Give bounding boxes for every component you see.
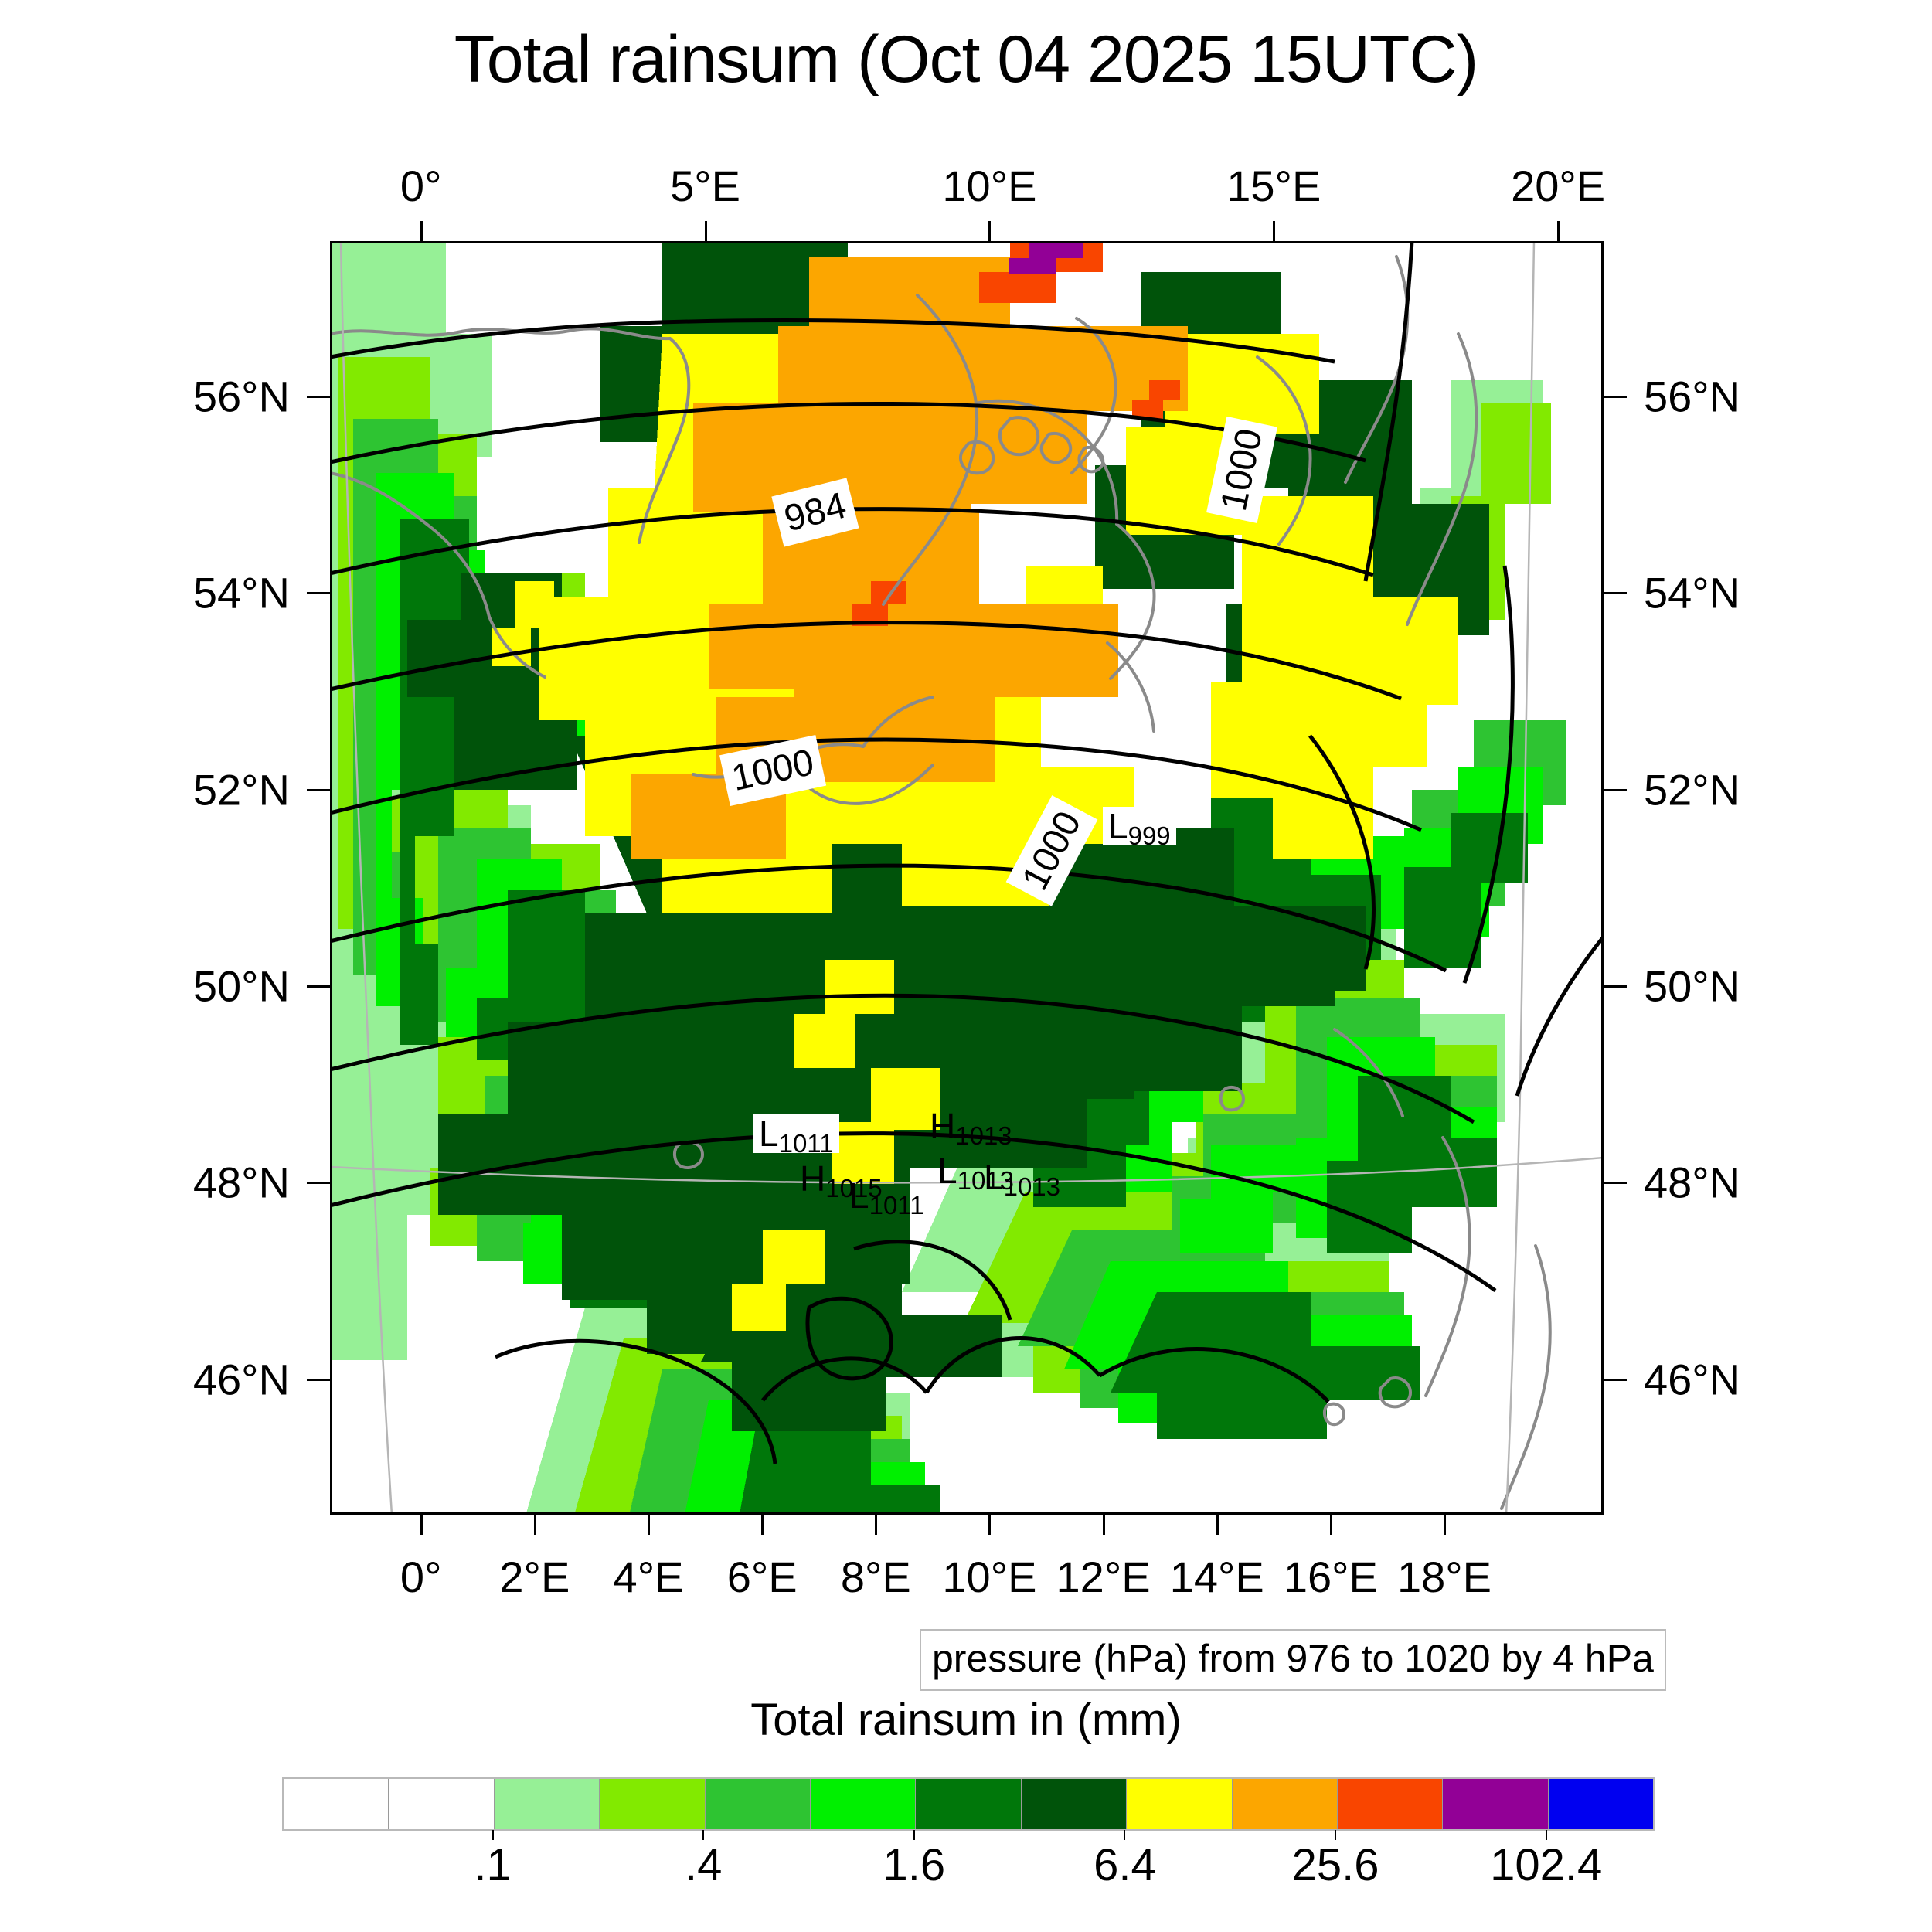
tick-right-0 xyxy=(1604,395,1627,398)
tick-left-2 xyxy=(307,788,330,791)
colorbar-cell-9[interactable] xyxy=(1231,1779,1337,1829)
axis-label-top-4: 20°E xyxy=(1511,162,1606,210)
axis-label-bottom-2: 4°E xyxy=(613,1553,684,1601)
colorbar-label-3: 6.4 xyxy=(1094,1840,1156,1890)
colorbar-cell-4[interactable] xyxy=(704,1779,810,1829)
colorbar-title: Total rainsum in (mm) xyxy=(750,1695,1182,1745)
colorbar-tick-5 xyxy=(1545,1830,1547,1840)
tick-top-2 xyxy=(988,221,992,241)
tick-right-4 xyxy=(1604,1182,1627,1185)
colorbar-cell-2[interactable] xyxy=(493,1779,600,1829)
tick-right-2 xyxy=(1604,788,1627,791)
axis-label-left-3: 50°N xyxy=(192,961,290,1011)
pressure-center-L1011-west: L1011 xyxy=(753,1114,839,1156)
tick-left-0 xyxy=(307,395,330,398)
colorbar-label-5: 102.4 xyxy=(1490,1840,1603,1890)
colorbar-tick-4 xyxy=(1335,1830,1337,1840)
tick-left-4 xyxy=(307,1182,330,1185)
page-title: Total rainsum (Oct 04 2025 15UTC) xyxy=(454,22,1478,97)
tick-left-1 xyxy=(307,592,330,595)
coastline-layer xyxy=(330,255,1552,1510)
pressure-center-L1013-a: L1013 xyxy=(937,1151,1015,1195)
map-frame xyxy=(330,241,1604,1515)
tick-right-5 xyxy=(1604,1378,1627,1381)
axis-label-right-5: 46°N xyxy=(1644,1355,1741,1404)
colorbar-tick-0 xyxy=(492,1830,494,1840)
axis-label-right-1: 54°N xyxy=(1644,568,1741,617)
colorbar-ticks: .1 .4 1.6 6.4 25.6 102.4 xyxy=(282,1830,1655,1900)
colorbar-cell-1[interactable] xyxy=(388,1779,494,1829)
tick-top-0 xyxy=(420,221,423,241)
axis-label-bottom-8: 16°E xyxy=(1283,1553,1378,1601)
colorbar-tick-2 xyxy=(913,1830,915,1840)
colorbar[interactable] xyxy=(282,1777,1655,1831)
pressure-center-H1015: H1015 xyxy=(800,1158,883,1202)
colorbar-cell-10[interactable] xyxy=(1336,1779,1443,1829)
tick-right-3 xyxy=(1604,985,1627,988)
axis-label-top-1: 5°E xyxy=(670,162,741,210)
tick-top-1 xyxy=(704,221,707,241)
tick-bottom-5 xyxy=(988,1515,992,1535)
pressure-center-L999: L999 xyxy=(1103,807,1176,849)
axis-label-bottom-9: 18°E xyxy=(1396,1553,1492,1601)
colorbar-cell-3[interactable] xyxy=(599,1779,705,1829)
tick-bottom-1 xyxy=(533,1515,536,1535)
tick-bottom-2 xyxy=(648,1515,650,1535)
colorbar-label-1: .4 xyxy=(685,1840,723,1890)
colorbar-label-0: .1 xyxy=(474,1840,512,1890)
graticule-layer xyxy=(330,241,1604,1515)
axis-label-bottom-5: 10°E xyxy=(942,1553,1037,1601)
tick-bottom-4 xyxy=(875,1515,878,1535)
pressure-center-H1013: H1013 xyxy=(930,1106,1012,1150)
map-panel: 984 1000 1000 1000 L999 L1011 H1013 H101… xyxy=(330,241,1604,1515)
colorbar-cell-0[interactable] xyxy=(284,1779,389,1829)
axis-label-right-2: 52°N xyxy=(1644,765,1741,815)
tick-left-3 xyxy=(307,985,330,988)
colorbar-cell-8[interactable] xyxy=(1126,1779,1232,1829)
tick-right-1 xyxy=(1604,592,1627,595)
axis-label-left-1: 54°N xyxy=(192,568,290,617)
tick-bottom-6 xyxy=(1102,1515,1105,1535)
colorbar-label-2: 1.6 xyxy=(883,1840,946,1890)
tick-top-4 xyxy=(1557,221,1560,241)
axis-label-bottom-3: 6°E xyxy=(726,1553,798,1601)
axis-label-right-4: 48°N xyxy=(1644,1158,1741,1207)
tick-bottom-9 xyxy=(1444,1515,1446,1535)
colorbar-cell-5[interactable] xyxy=(809,1779,916,1829)
colorbar-cell-6[interactable] xyxy=(915,1779,1021,1829)
axis-label-top-2: 10°E xyxy=(942,162,1037,210)
axis-label-left-0: 56°N xyxy=(192,372,290,421)
colorbar-label-4: 25.6 xyxy=(1291,1840,1379,1890)
axis-label-bottom-4: 8°E xyxy=(840,1553,911,1601)
axis-label-left-4: 48°N xyxy=(192,1158,290,1207)
pressure-center-L1013-b: L1013 xyxy=(984,1157,1061,1201)
weather-map xyxy=(330,241,1604,1515)
pressure-note: pressure (hPa) from 976 to 1020 by 4 hPa xyxy=(920,1629,1666,1691)
colorbar-cell-12[interactable] xyxy=(1547,1779,1654,1829)
axis-label-bottom-0: 0° xyxy=(400,1553,442,1601)
axis-label-bottom-7: 14°E xyxy=(1169,1553,1264,1601)
axis-label-bottom-6: 12°E xyxy=(1056,1553,1151,1601)
axis-label-right-3: 50°N xyxy=(1644,961,1741,1011)
axis-label-right-0: 56°N xyxy=(1644,372,1741,421)
axis-label-top-0: 0° xyxy=(400,162,442,210)
colorbar-tick-1 xyxy=(702,1830,705,1840)
isobar-layer xyxy=(330,241,1604,1464)
pressure-center-L1011-south: L1011 xyxy=(849,1175,924,1219)
tick-top-3 xyxy=(1273,221,1276,241)
colorbar-cell-7[interactable] xyxy=(1020,1779,1127,1829)
precip-field xyxy=(330,241,1566,1515)
axis-label-left-5: 46°N xyxy=(192,1355,290,1404)
tick-bottom-8 xyxy=(1329,1515,1332,1535)
tick-bottom-7 xyxy=(1216,1515,1219,1535)
axis-label-top-3: 15°E xyxy=(1226,162,1321,210)
colorbar-tick-3 xyxy=(1124,1830,1126,1840)
axis-label-left-2: 52°N xyxy=(192,765,290,815)
colorbar-cell-11[interactable] xyxy=(1442,1779,1548,1829)
tick-bottom-0 xyxy=(420,1515,423,1535)
tick-left-5 xyxy=(307,1378,330,1381)
axis-label-bottom-1: 2°E xyxy=(499,1553,570,1601)
tick-bottom-3 xyxy=(761,1515,764,1535)
